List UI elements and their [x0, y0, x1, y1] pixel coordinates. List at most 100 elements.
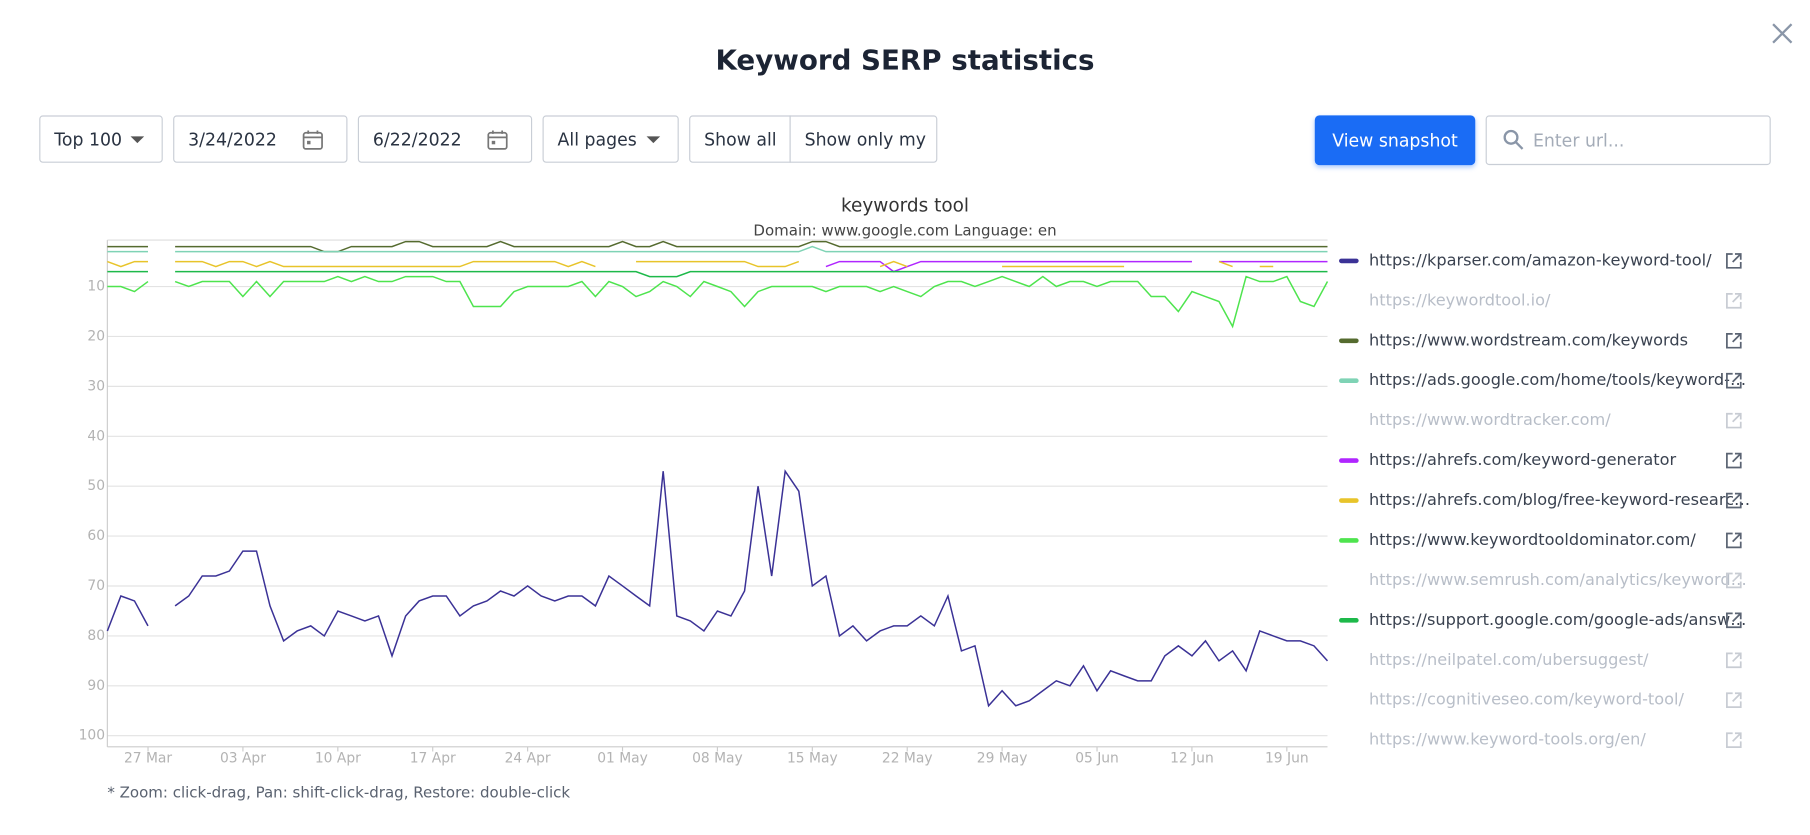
x-tick-label: 10 Apr	[315, 750, 361, 766]
external-link-icon[interactable]	[1726, 293, 1742, 309]
legend-item[interactable]: https://ahrefs.com/blog/free-keyword-res…	[1339, 490, 1750, 509]
legend-label: https://ads.google.com/home/tools/keywor…	[1369, 370, 1746, 389]
legend-item[interactable]: https://www.keyword-tools.org/en/	[1369, 730, 1742, 749]
x-tick-label: 29 May	[977, 750, 1028, 766]
legend-item[interactable]: https://keywordtool.io/	[1369, 290, 1742, 309]
external-link-icon[interactable]	[1726, 372, 1742, 389]
legend-label: https://www.wordtracker.com/	[1369, 410, 1611, 429]
pages-dropdown[interactable]: All pages	[542, 115, 679, 163]
legend-item[interactable]: https://neilpatel.com/ubersuggest/	[1369, 650, 1742, 669]
y-tick-label: 100	[79, 728, 105, 744]
dialog-title: Keyword SERP statistics	[715, 43, 1095, 77]
chart-subtitle: Domain: www.google.com Language: en	[753, 221, 1056, 239]
x-tick-label: 17 Apr	[410, 750, 456, 766]
date-from[interactable]: 3/24/2022	[173, 115, 348, 163]
y-tick-label: 20	[87, 328, 105, 344]
external-link-icon[interactable]	[1726, 612, 1742, 629]
series-line	[107, 275, 1329, 329]
close-button[interactable]	[1771, 22, 1794, 45]
external-link-icon[interactable]	[1726, 253, 1742, 269]
icon-shape	[1726, 692, 1742, 709]
legend-item[interactable]: https://www.semrush.com/analytics/keywor…	[1369, 570, 1747, 589]
external-link-icon[interactable]	[1726, 692, 1742, 709]
icon-shape	[1726, 452, 1742, 469]
external-link-icon[interactable]	[1726, 452, 1742, 469]
external-link-icon[interactable]	[1726, 492, 1742, 509]
external-link-icon[interactable]	[1726, 732, 1742, 748]
icon-shape	[1726, 572, 1742, 589]
legend-item[interactable]: https://cognitiveseo.com/keyword-tool/	[1369, 690, 1742, 709]
footnote: * Zoom: click-drag, Pan: shift-click-dra…	[107, 784, 571, 803]
legend-label: https://www.wordstream.com/keywords	[1369, 330, 1688, 349]
legend-label: https://keywordtool.io/	[1369, 290, 1551, 309]
show-all-button[interactable]: Show all	[689, 115, 791, 163]
y-tick-label: 40	[87, 428, 105, 444]
y-tick-label: 60	[87, 528, 105, 544]
series-line	[107, 260, 1274, 268]
icon-shape	[1726, 652, 1742, 669]
icon-shape	[1726, 332, 1742, 349]
y-tick-label: 90	[87, 678, 105, 694]
external-link-icon[interactable]	[1726, 572, 1742, 589]
external-link-icon[interactable]	[1726, 532, 1742, 549]
legend-item[interactable]: https://www.keywordtooldominator.com/	[1339, 530, 1742, 549]
legend-label: https://ahrefs.com/blog/free-keyword-res…	[1369, 490, 1750, 509]
legend-label: https://www.semrush.com/analytics/keywor…	[1369, 570, 1747, 589]
y-tick-label: 10	[87, 279, 105, 295]
legend-item[interactable]: https://ahrefs.com/keyword-generator	[1339, 450, 1742, 469]
x-tick-label: 12 Jun	[1170, 750, 1214, 766]
legend-label: https://kparser.com/amazon-keyword-tool/	[1369, 250, 1712, 269]
icon-shape	[1726, 492, 1742, 509]
icon-shape	[1726, 732, 1742, 748]
legend-label: https://neilpatel.com/ubersuggest/	[1369, 650, 1649, 669]
pages-label: All pages	[557, 128, 637, 150]
view-snapshot-button[interactable]: View snapshot	[1314, 115, 1476, 166]
external-link-icon[interactable]	[1726, 332, 1742, 349]
x-tick-label: 03 Apr	[220, 750, 266, 766]
date-from-text: 3/24/2022	[188, 128, 277, 150]
legend-item[interactable]: https://www.wordstream.com/keywords	[1339, 330, 1742, 349]
icon-shape	[1726, 293, 1742, 309]
legend-item[interactable]: https://support.google.com/google-ads/an…	[1339, 610, 1746, 629]
external-link-icon[interactable]	[1726, 652, 1742, 669]
x-tick-label: 24 Apr	[505, 750, 551, 766]
show-all-label: Show all	[704, 128, 777, 150]
icon-shape	[1726, 412, 1742, 429]
y-tick-label: 80	[87, 628, 105, 644]
date-to[interactable]: 6/22/2022	[357, 115, 533, 163]
legend-item[interactable]: https://www.wordtracker.com/	[1369, 410, 1742, 429]
y-tick-label: 70	[87, 578, 105, 594]
external-link-icon[interactable]	[1726, 412, 1742, 429]
series-line	[107, 245, 1328, 253]
legend-label: https://cognitiveseo.com/keyword-tool/	[1369, 690, 1684, 709]
icon-shape	[1726, 532, 1742, 549]
url-search-input[interactable]: Enter url...	[1485, 115, 1771, 166]
x-tick-label: 15 May	[787, 750, 838, 766]
x-tick-label: 19 Jun	[1265, 750, 1309, 766]
icon-shape	[1726, 372, 1742, 389]
series-line	[107, 240, 1328, 253]
show-only-my-button[interactable]: Show only my	[789, 115, 938, 163]
legend-item[interactable]: https://kparser.com/amazon-keyword-tool/	[1339, 250, 1742, 269]
chart-title: keywords tool	[841, 196, 969, 217]
show-only-my-label: Show only my	[804, 128, 927, 150]
y-tick-label: 50	[87, 478, 105, 494]
series-line	[107, 270, 1328, 278]
legend-label: https://ahrefs.com/keyword-generator	[1369, 450, 1676, 469]
y-tick-label: 30	[87, 378, 105, 394]
date-to-text: 6/22/2022	[372, 128, 462, 150]
range-label: Top 100	[54, 128, 123, 150]
legend-item[interactable]: https://ads.google.com/home/tools/keywor…	[1339, 370, 1746, 389]
icon-shape	[1726, 253, 1742, 269]
series-line	[106, 469, 1329, 708]
legend-label: https://support.google.com/google-ads/an…	[1369, 610, 1746, 629]
x-tick-label: 22 May	[882, 750, 933, 766]
range-dropdown[interactable]: Top 100	[39, 115, 163, 163]
legend-label: https://www.keyword-tools.org/en/	[1369, 730, 1646, 749]
icon-shape	[1726, 612, 1742, 629]
x-tick-label: 27 Mar	[124, 750, 172, 766]
x-tick-label: 08 May	[692, 750, 743, 766]
x-tick-label: 01 May	[597, 750, 648, 766]
